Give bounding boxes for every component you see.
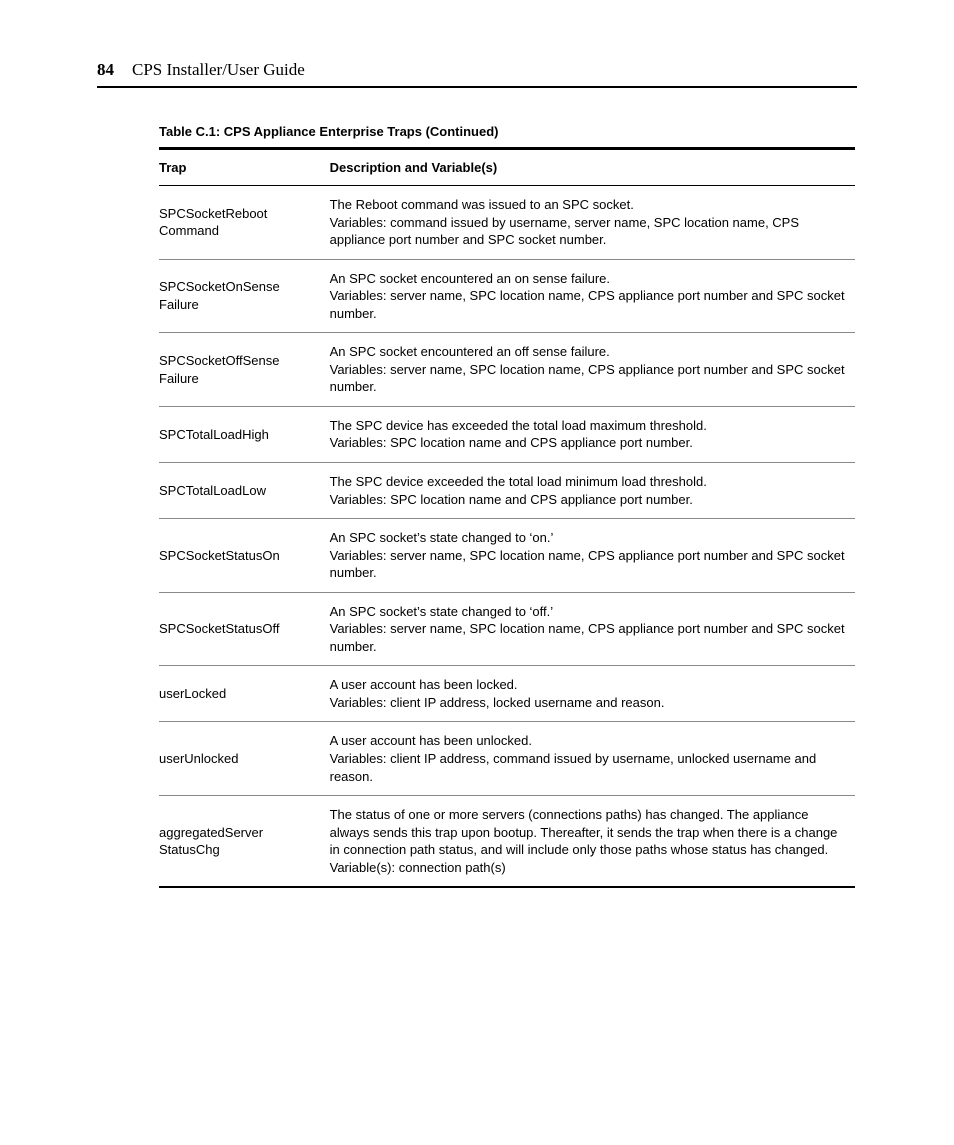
- table-row: userUnlocked A user account has been unl…: [159, 722, 855, 796]
- column-header-desc: Description and Variable(s): [330, 149, 855, 186]
- desc-cell: A user account has been unlocked.Variabl…: [330, 722, 855, 796]
- trap-cell: SPCSocketStatusOff: [159, 592, 330, 666]
- table-caption: Table C.1: CPS Appliance Enterprise Trap…: [159, 124, 857, 139]
- page-number: 84: [97, 60, 114, 80]
- desc-cell: An SPC socket’s state changed to ‘on.’Va…: [330, 519, 855, 593]
- desc-cell: A user account has been locked.Variables…: [330, 666, 855, 722]
- table-row: aggregatedServer StatusChg The status of…: [159, 796, 855, 888]
- desc-cell: An SPC socket encountered an off sense f…: [330, 333, 855, 407]
- trap-cell: SPCTotalLoadLow: [159, 463, 330, 519]
- table-row: SPCSocketOnSense Failure An SPC socket e…: [159, 259, 855, 333]
- trap-cell: SPCSocketOffSense Failure: [159, 333, 330, 407]
- page: 84 CPS Installer/User Guide Table C.1: C…: [0, 0, 954, 948]
- table-row: userLocked A user account has been locke…: [159, 666, 855, 722]
- trap-cell: userLocked: [159, 666, 330, 722]
- desc-cell: The SPC device exceeded the total load m…: [330, 463, 855, 519]
- desc-cell: The SPC device has exceeded the total lo…: [330, 406, 855, 462]
- desc-cell: An SPC socket encountered an on sense fa…: [330, 259, 855, 333]
- table-header-row: Trap Description and Variable(s): [159, 149, 855, 186]
- column-header-trap: Trap: [159, 149, 330, 186]
- table-row: SPCSocketStatusOff An SPC socket’s state…: [159, 592, 855, 666]
- trap-cell: aggregatedServer StatusChg: [159, 796, 330, 888]
- table-row: SPCTotalLoadLow The SPC device exceeded …: [159, 463, 855, 519]
- traps-table: Trap Description and Variable(s) SPCSock…: [159, 147, 855, 888]
- table-row: SPCSocketStatusOn An SPC socket’s state …: [159, 519, 855, 593]
- table-row: SPCSocketReboot Command The Reboot comma…: [159, 186, 855, 260]
- trap-cell: SPCTotalLoadHigh: [159, 406, 330, 462]
- page-header: 84 CPS Installer/User Guide: [97, 60, 857, 88]
- document-title: CPS Installer/User Guide: [132, 60, 305, 80]
- table-row: SPCTotalLoadHigh The SPC device has exce…: [159, 406, 855, 462]
- desc-cell: The Reboot command was issued to an SPC …: [330, 186, 855, 260]
- table-row: SPCSocketOffSense Failure An SPC socket …: [159, 333, 855, 407]
- trap-cell: userUnlocked: [159, 722, 330, 796]
- desc-cell: An SPC socket’s state changed to ‘off.’V…: [330, 592, 855, 666]
- trap-cell: SPCSocketStatusOn: [159, 519, 330, 593]
- trap-cell: SPCSocketReboot Command: [159, 186, 330, 260]
- trap-cell: SPCSocketOnSense Failure: [159, 259, 330, 333]
- desc-cell: The status of one or more servers (conne…: [330, 796, 855, 888]
